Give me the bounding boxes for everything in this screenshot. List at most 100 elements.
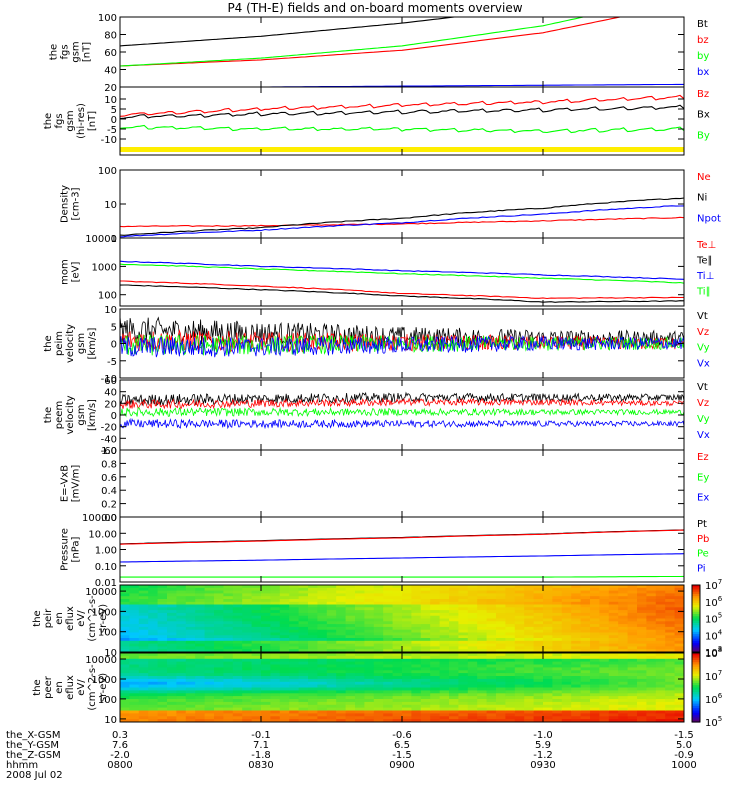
ylabel-p3: Density — [60, 185, 71, 223]
legend-p1-3: bx — [697, 67, 709, 78]
ylabel-p6: peem — [54, 401, 65, 429]
legend-p6-1: Vz — [697, 398, 709, 409]
ylabel-p9: (cm^2-s- — [87, 595, 98, 642]
x-row-value: 7.1 — [253, 740, 269, 751]
x-row-value: 6.5 — [394, 740, 410, 751]
ylabel-p8: Pressure — [60, 528, 71, 571]
series-p6-2 — [120, 406, 684, 418]
series-p2-2 — [120, 124, 684, 134]
ytick-label-p1: 40 — [104, 66, 117, 77]
ytick-label-p10: 10000 — [85, 655, 117, 666]
ylabel-p2: the — [43, 113, 54, 129]
panel-p3: Ne Ni Npot 1 10 100 Density [cm-3] — [60, 166, 721, 245]
ylabel-p2: fgs — [54, 113, 65, 128]
x-row-value: -0.6 — [392, 730, 412, 741]
x-row-value: -1.5 — [392, 750, 412, 761]
series-p6-0 — [120, 391, 684, 407]
ylabel-p10: sr-eV) — [98, 673, 109, 702]
ylabel-p1: [nT] — [82, 42, 93, 62]
ytick-label-p5: 10 — [104, 305, 117, 316]
ytick-label-p5: 5 — [111, 322, 117, 333]
series-p8-1 — [120, 529, 684, 545]
x-axis-rows: the_X-GSM 0.3 -0.1 -0.6 -1.0 -1.5 the_Y-GSM 7.6… — [6, 730, 697, 781]
frame-p6 — [119, 379, 685, 451]
colorbar-p10: 105 106 107 108 — [691, 646, 723, 729]
x-row-value: -0.1 — [251, 730, 271, 741]
ylabel-p2: [nT] — [87, 111, 98, 131]
ylabel-p10: the — [32, 679, 43, 695]
legend-p3-2: Npot — [697, 213, 721, 224]
colorbar-label: 107 — [705, 578, 722, 592]
frame-p1 — [119, 16, 685, 88]
ylabel-p10: en — [54, 681, 65, 694]
legend-p5-0: Vt — [697, 311, 708, 322]
colorbar-label: 106 — [705, 595, 723, 609]
ytick-label-p8: 1.00 — [95, 546, 117, 557]
series-p4-1 — [120, 284, 684, 303]
ytick-label-p2: -5 — [107, 125, 117, 136]
panel-p4: Te⊥ Te∥ Ti⊥ Ti∥ 100 1000 10000 mom [eV] — [60, 234, 716, 307]
ytick-label-p1: 20 — [104, 83, 117, 94]
series-p2-0 — [120, 94, 684, 117]
series-p5-3 — [120, 335, 684, 358]
legend-p3-1: Ni — [697, 193, 707, 204]
ytick-label-p8: 100.00 — [82, 513, 117, 524]
ytick-label-p5: -10 — [101, 374, 117, 385]
ylabel-p6: velocity — [65, 395, 76, 434]
series-p3-0 — [120, 216, 684, 228]
legend-p2-2: By — [697, 130, 710, 141]
panel-p9: 103 104 105 106 107 10 100 1000 10000 the peir en ef… — [32, 578, 723, 659]
ylabel-p2: (hi-res) — [76, 103, 87, 139]
series-p8-3 — [120, 553, 684, 563]
ytick-label-p5: -5 — [107, 357, 117, 368]
ytick-label-p9: 10000 — [85, 587, 117, 598]
ylabel-p3: [cm-3] — [71, 187, 82, 220]
x-row-value: -1.0 — [533, 730, 553, 741]
x-row-value: -1.5 — [674, 730, 694, 741]
series-p4-0 — [120, 280, 684, 300]
ylabel-p5: gsm — [76, 333, 87, 354]
ytick-label-p7: 0.4 — [101, 486, 117, 497]
colorbar-p9: 103 104 105 106 107 — [691, 578, 723, 659]
series-p6-1 — [120, 397, 684, 410]
chart-title: P4 (TH-E) fields and on-board moments ov… — [227, 1, 523, 15]
ytick-label-p7: 0.2 — [101, 500, 117, 511]
legend-p8-1: Pb — [697, 534, 709, 545]
x-row-value: 5.9 — [535, 740, 551, 751]
ytick-label-p2: 10 — [104, 95, 117, 106]
legend-p4-2: Ti⊥ — [696, 271, 714, 282]
series-p4-2 — [120, 260, 684, 280]
ylabel-p9: sr-eV) — [98, 604, 109, 633]
ylabel-p10: peer — [43, 675, 54, 699]
ylabel-p4: [eV] — [71, 262, 82, 283]
series-p1-0 — [120, 17, 459, 47]
panel-p1: Bt bz by bx 20 40 60 80 100 the fgs gsm [nT] — [49, 13, 710, 94]
x-row-value: -1.2 — [533, 750, 553, 761]
legend-p1-0: Bt — [697, 19, 708, 30]
ylabel-p1: the — [49, 44, 60, 60]
ytick-label-p8: 0.01 — [95, 578, 117, 589]
legend-p2-0: Bz — [697, 89, 709, 100]
frame-p7 — [119, 449, 685, 518]
legend-p8-3: Pi — [697, 563, 706, 574]
frame-p8 — [119, 516, 685, 583]
ytick-label-p7: 0.6 — [101, 473, 117, 484]
series-p3-1 — [120, 197, 684, 236]
legend-p5-3: Vx — [697, 358, 710, 369]
ytick-label-p9: 10 — [104, 648, 117, 659]
series-p5-2 — [120, 334, 684, 356]
legend-p7-1: Ey — [697, 472, 709, 483]
legend-p6-0: Vt — [697, 382, 708, 393]
legend-p3-0: Ne — [697, 172, 711, 183]
x-row-label: the_X-GSM — [6, 730, 60, 741]
legend-p5-1: Vz — [697, 327, 709, 338]
ytick-label-p2: -10 — [101, 135, 117, 146]
ytick-label-p6: -40 — [101, 434, 117, 445]
colorbar-label: 103 — [705, 645, 722, 659]
legend-p1-2: by — [697, 51, 709, 62]
ytick-label-p6: 40 — [104, 388, 117, 399]
series-p6-3 — [120, 417, 684, 430]
legend-p2-1: Bx — [697, 110, 710, 121]
